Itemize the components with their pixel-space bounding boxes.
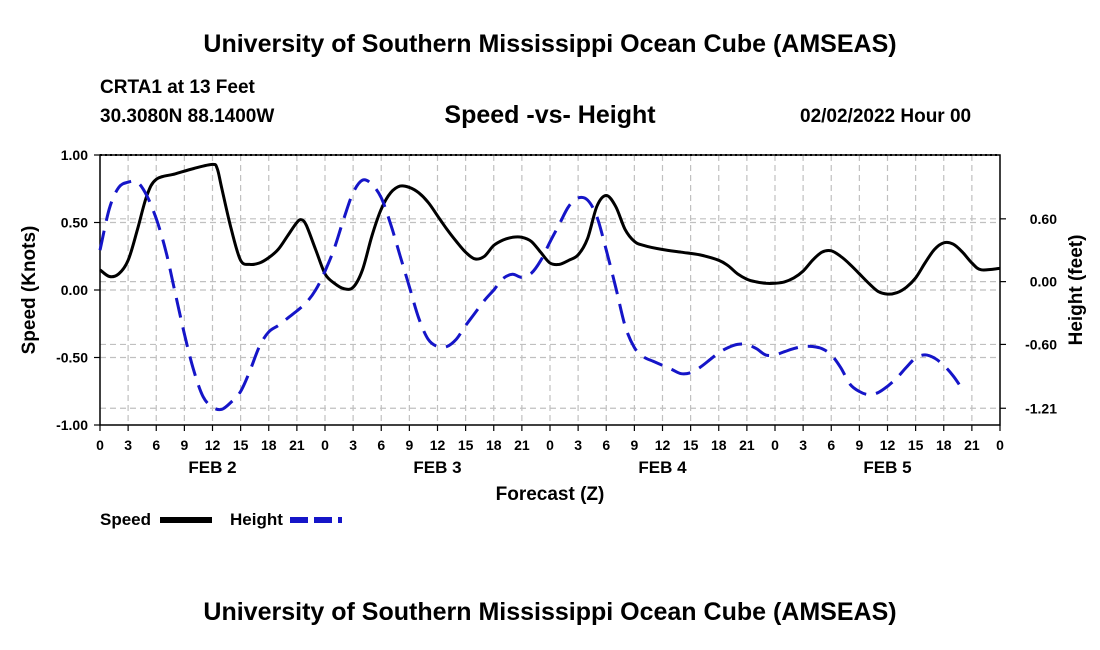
x-tick-label: 18 bbox=[261, 437, 277, 453]
x-tick-label: 3 bbox=[124, 437, 132, 453]
x-tick-label: 3 bbox=[574, 437, 582, 453]
right-tick-label: 0.60 bbox=[1030, 211, 1057, 227]
x-tick-label: 0 bbox=[96, 437, 104, 453]
x-tick-label: 6 bbox=[152, 437, 160, 453]
coordinates-label: 30.3080N 88.1400W bbox=[100, 106, 275, 127]
left-tick-label: 0.00 bbox=[61, 282, 88, 298]
series-line-height bbox=[98, 178, 964, 412]
x-tick-label: 12 bbox=[430, 437, 446, 453]
x-tick-label: 0 bbox=[771, 437, 779, 453]
x-tick-label: 21 bbox=[514, 437, 530, 453]
x-tick-label: 6 bbox=[827, 437, 835, 453]
x-tick-label: 21 bbox=[964, 437, 980, 453]
x-tick-label: 21 bbox=[739, 437, 755, 453]
x-tick-label: 18 bbox=[936, 437, 952, 453]
right-tick-label: 0.00 bbox=[1030, 274, 1057, 290]
x-tick-label: 9 bbox=[630, 437, 638, 453]
x-tick-label: 15 bbox=[458, 437, 474, 453]
x-tick-label: 18 bbox=[486, 437, 502, 453]
x-tick-label: 15 bbox=[908, 437, 924, 453]
legend-label-height: Height bbox=[230, 510, 283, 529]
day-label: FEB 4 bbox=[638, 458, 687, 477]
station-label: CRTA1 at 13 Feet bbox=[100, 77, 255, 98]
right-tick-label: -1.21 bbox=[1025, 400, 1057, 416]
legend-label-speed: Speed bbox=[100, 510, 151, 529]
main-title: University of Southern Mississippi Ocean… bbox=[203, 30, 897, 58]
x-tick-label: 12 bbox=[205, 437, 221, 453]
x-tick-label: 0 bbox=[546, 437, 554, 453]
left-tick-label: 0.50 bbox=[61, 215, 88, 231]
x-tick-label: 3 bbox=[349, 437, 357, 453]
x-tick-label: 0 bbox=[996, 437, 1004, 453]
left-tick-label: 1.00 bbox=[61, 147, 88, 163]
grid bbox=[100, 155, 1000, 425]
right-axis-title: Height (feet) bbox=[1066, 235, 1087, 346]
left-tick-label: -1.00 bbox=[56, 417, 88, 433]
left-tick-label: -0.50 bbox=[56, 350, 88, 366]
x-tick-label: 9 bbox=[855, 437, 863, 453]
day-label: FEB 5 bbox=[863, 458, 911, 477]
x-tick-label: 3 bbox=[799, 437, 807, 453]
x-tick-label: 6 bbox=[377, 437, 385, 453]
left-axis-title: Speed (Knots) bbox=[19, 226, 40, 355]
day-label: FEB 2 bbox=[188, 458, 236, 477]
chart-subtitle: Speed -vs- Height bbox=[444, 101, 656, 129]
forecast-datetime: 02/02/2022 Hour 00 bbox=[800, 106, 972, 127]
x-tick-label: 15 bbox=[683, 437, 699, 453]
x-tick-label: 18 bbox=[711, 437, 727, 453]
x-tick-label: 12 bbox=[880, 437, 896, 453]
x-tick-label: 0 bbox=[321, 437, 329, 453]
x-tick-label: 15 bbox=[233, 437, 249, 453]
x-tick-label: 9 bbox=[405, 437, 413, 453]
x-axis-title: Forecast (Z) bbox=[496, 484, 605, 505]
footer-title: University of Southern Mississippi Ocean… bbox=[203, 598, 897, 626]
x-tick-label: 6 bbox=[602, 437, 610, 453]
day-label: FEB 3 bbox=[413, 458, 461, 477]
x-tick-label: 12 bbox=[655, 437, 671, 453]
x-tick-label: 21 bbox=[289, 437, 305, 453]
x-tick-label: 9 bbox=[180, 437, 188, 453]
series-line-speed bbox=[99, 162, 1001, 296]
right-tick-label: -0.60 bbox=[1025, 336, 1057, 352]
